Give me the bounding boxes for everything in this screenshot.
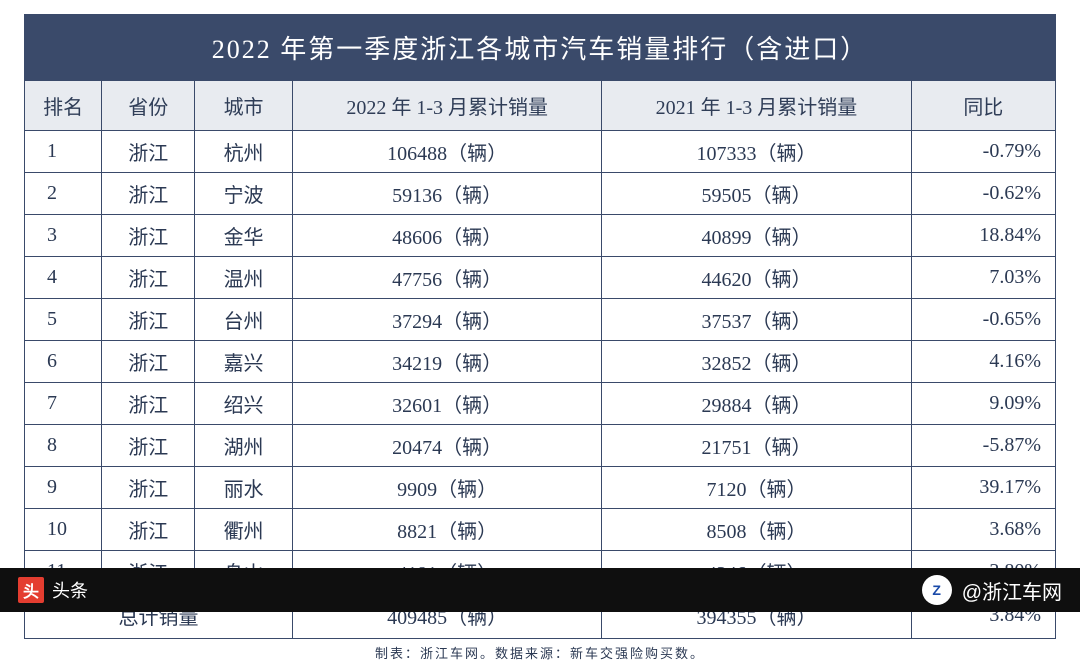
footnote: 制表：浙江车网。数据来源：新车交强险购买数。 [24,639,1056,662]
cell-sales-2021: 44620（辆） [602,257,911,299]
cell-yoy: 39.17% [911,467,1055,509]
cell-yoy: 9.09% [911,383,1055,425]
cell-sales-2022: 8821（辆） [293,509,602,551]
cell-sales-2021: 37537（辆） [602,299,911,341]
cell-city: 湖州 [195,425,293,467]
cell-rank: 9 [25,467,102,509]
cell-sales-2022: 48606（辆） [293,215,602,257]
footer-bar: 头 头条 Z @浙江车网 [0,568,1080,612]
cell-yoy: -5.87% [911,425,1055,467]
cell-sales-2021: 7120（辆） [602,467,911,509]
cell-sales-2021: 29884（辆） [602,383,911,425]
cell-yoy: -0.62% [911,173,1055,215]
table-row: 9浙江丽水9909（辆）7120（辆）39.17% [25,467,1056,509]
header-row: 排名 省份 城市 2022 年 1-3 月累计销量 2021 年 1-3 月累计… [25,81,1056,131]
table-row: 10浙江衢州8821（辆）8508（辆）3.68% [25,509,1056,551]
title-row: 2022 年第一季度浙江各城市汽车销量排行（含进口） [25,15,1056,81]
cell-rank: 2 [25,173,102,215]
cell-city: 嘉兴 [195,341,293,383]
cell-rank: 6 [25,341,102,383]
cell-sales-2021: 8508（辆） [602,509,911,551]
cell-sales-2022: 34219（辆） [293,341,602,383]
cell-rank: 5 [25,299,102,341]
cell-sales-2022: 9909（辆） [293,467,602,509]
cell-sales-2022: 47756（辆） [293,257,602,299]
table-row: 7浙江绍兴32601（辆）29884（辆）9.09% [25,383,1056,425]
col-sales-2022: 2022 年 1-3 月累计销量 [293,81,602,131]
cell-yoy: 3.68% [911,509,1055,551]
cell-sales-2022: 59136（辆） [293,173,602,215]
cell-province: 浙江 [102,257,195,299]
cell-rank: 10 [25,509,102,551]
source-logo-icon: Z [922,575,952,605]
cell-city: 台州 [195,299,293,341]
table-row: 1浙江杭州106488（辆）107333（辆）-0.79% [25,131,1056,173]
cell-city: 金华 [195,215,293,257]
cell-sales-2022: 37294（辆） [293,299,602,341]
toutiao-icon: 头 [18,577,44,603]
footer-left: 头 头条 [18,577,88,603]
table-row: 5浙江台州37294（辆）37537（辆）-0.65% [25,299,1056,341]
table-container: 2022 年第一季度浙江各城市汽车销量排行（含进口） 排名 省份 城市 2022… [0,0,1080,662]
cell-city: 绍兴 [195,383,293,425]
cell-province: 浙江 [102,299,195,341]
cell-sales-2022: 32601（辆） [293,383,602,425]
cell-city: 温州 [195,257,293,299]
footer-right: Z @浙江车网 [922,575,1062,605]
cell-city: 丽水 [195,467,293,509]
footer-right-label: @浙江车网 [962,576,1062,605]
table-row: 2浙江宁波59136（辆）59505（辆）-0.62% [25,173,1056,215]
cell-province: 浙江 [102,467,195,509]
cell-rank: 3 [25,215,102,257]
cell-sales-2021: 32852（辆） [602,341,911,383]
cell-province: 浙江 [102,425,195,467]
table-title: 2022 年第一季度浙江各城市汽车销量排行（含进口） [25,15,1056,81]
cell-city: 衢州 [195,509,293,551]
footer-left-label: 头条 [52,577,88,603]
cell-rank: 7 [25,383,102,425]
table-row: 4浙江温州47756（辆）44620（辆）7.03% [25,257,1056,299]
cell-sales-2021: 107333（辆） [602,131,911,173]
sales-table: 2022 年第一季度浙江各城市汽车销量排行（含进口） 排名 省份 城市 2022… [24,14,1056,639]
cell-province: 浙江 [102,215,195,257]
cell-yoy: -0.65% [911,299,1055,341]
cell-sales-2021: 21751（辆） [602,425,911,467]
cell-province: 浙江 [102,341,195,383]
cell-city: 杭州 [195,131,293,173]
cell-sales-2022: 106488（辆） [293,131,602,173]
cell-rank: 1 [25,131,102,173]
cell-province: 浙江 [102,131,195,173]
cell-yoy: -0.79% [911,131,1055,173]
cell-province: 浙江 [102,509,195,551]
cell-city: 宁波 [195,173,293,215]
table-row: 8浙江湖州20474（辆）21751（辆）-5.87% [25,425,1056,467]
cell-province: 浙江 [102,173,195,215]
col-province: 省份 [102,81,195,131]
cell-rank: 4 [25,257,102,299]
col-yoy: 同比 [911,81,1055,131]
table-row: 6浙江嘉兴34219（辆）32852（辆）4.16% [25,341,1056,383]
cell-sales-2022: 20474（辆） [293,425,602,467]
table-row: 3浙江金华48606（辆）40899（辆）18.84% [25,215,1056,257]
cell-sales-2021: 40899（辆） [602,215,911,257]
cell-rank: 8 [25,425,102,467]
cell-yoy: 4.16% [911,341,1055,383]
cell-yoy: 18.84% [911,215,1055,257]
col-sales-2021: 2021 年 1-3 月累计销量 [602,81,911,131]
cell-sales-2021: 59505（辆） [602,173,911,215]
col-rank: 排名 [25,81,102,131]
cell-yoy: 7.03% [911,257,1055,299]
cell-province: 浙江 [102,383,195,425]
col-city: 城市 [195,81,293,131]
